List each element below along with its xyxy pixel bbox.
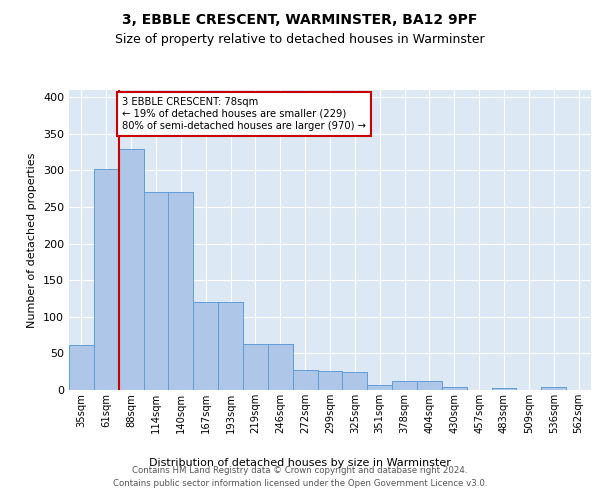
- Bar: [392, 381, 417, 390]
- Bar: [119, 148, 143, 390]
- Bar: [268, 344, 293, 390]
- Bar: [218, 302, 243, 390]
- Text: Distribution of detached houses by size in Warminster: Distribution of detached houses by size …: [149, 458, 451, 468]
- Bar: [94, 169, 119, 390]
- Bar: [367, 385, 392, 390]
- Bar: [317, 371, 343, 390]
- Text: 3 EBBLE CRESCENT: 78sqm
← 19% of detached houses are smaller (229)
80% of semi-d: 3 EBBLE CRESCENT: 78sqm ← 19% of detache…: [122, 98, 367, 130]
- Bar: [417, 381, 442, 390]
- Text: 3, EBBLE CRESCENT, WARMINSTER, BA12 9PF: 3, EBBLE CRESCENT, WARMINSTER, BA12 9PF: [122, 12, 478, 26]
- Bar: [143, 192, 169, 390]
- Bar: [442, 387, 467, 390]
- Y-axis label: Number of detached properties: Number of detached properties: [28, 152, 37, 328]
- Bar: [417, 381, 442, 390]
- Bar: [541, 387, 566, 390]
- Text: Contains HM Land Registry data © Crown copyright and database right 2024.
Contai: Contains HM Land Registry data © Crown c…: [113, 466, 487, 487]
- Bar: [491, 388, 517, 390]
- Bar: [119, 148, 143, 390]
- Text: Size of property relative to detached houses in Warminster: Size of property relative to detached ho…: [115, 32, 485, 46]
- Bar: [293, 370, 317, 390]
- Bar: [541, 387, 566, 390]
- Bar: [491, 388, 517, 390]
- Bar: [69, 344, 94, 390]
- Bar: [293, 370, 317, 390]
- Bar: [69, 344, 94, 390]
- Bar: [193, 302, 218, 390]
- Bar: [317, 371, 343, 390]
- Bar: [169, 192, 193, 390]
- Bar: [392, 381, 417, 390]
- Bar: [169, 192, 193, 390]
- Bar: [243, 344, 268, 390]
- Bar: [268, 344, 293, 390]
- Bar: [193, 302, 218, 390]
- Bar: [94, 169, 119, 390]
- Bar: [143, 192, 169, 390]
- Bar: [442, 387, 467, 390]
- Bar: [343, 372, 367, 390]
- Bar: [367, 385, 392, 390]
- Bar: [218, 302, 243, 390]
- Bar: [243, 344, 268, 390]
- Bar: [343, 372, 367, 390]
